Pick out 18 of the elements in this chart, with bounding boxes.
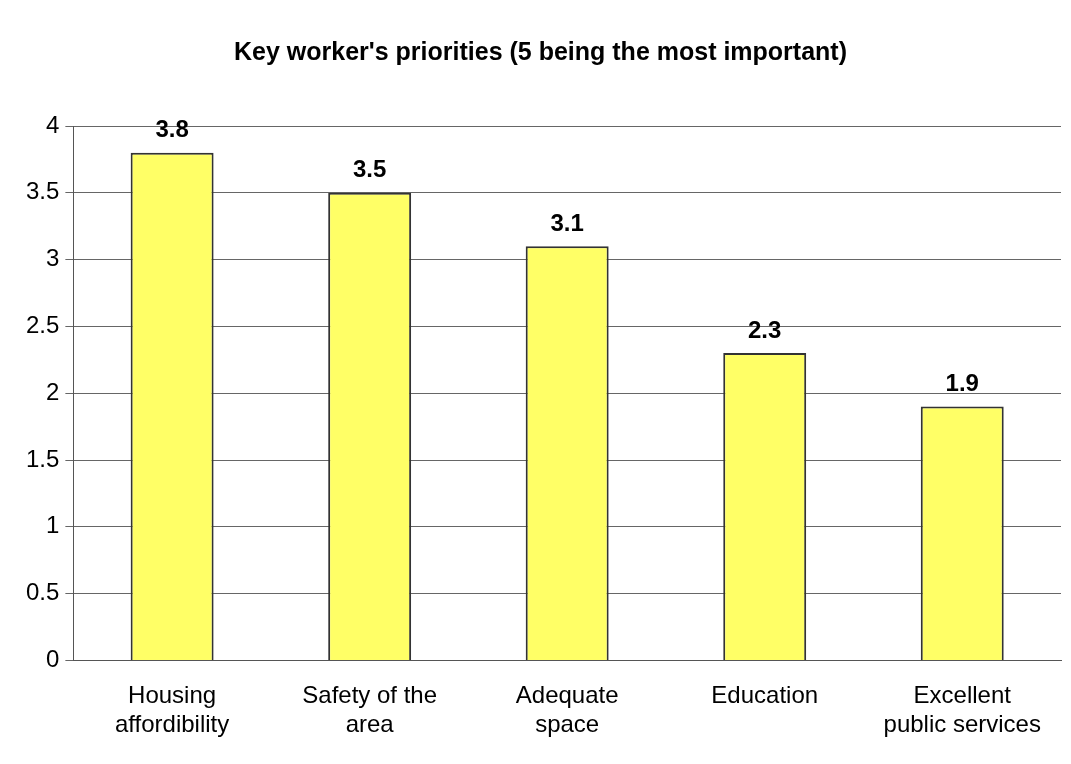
y-tick-label: 2 <box>46 377 60 405</box>
y-tick-label: 1.5 <box>25 444 60 472</box>
x-tick-label: Housing affordibility <box>114 681 230 738</box>
y-tick-label: 3.5 <box>25 177 60 205</box>
y-tick-label: 3 <box>46 244 60 272</box>
data-label: 1.9 <box>945 369 979 397</box>
y-tick-label: 1 <box>46 511 60 539</box>
x-tick-label: Adequate space <box>515 681 619 738</box>
y-tick-label: 0 <box>46 645 60 673</box>
chart-title: Key worker's priorities (5 being the most important) <box>233 36 848 65</box>
data-label: 3.5 <box>352 155 387 183</box>
y-tick-label: 2.5 <box>25 311 60 339</box>
y-tick-label: 0.5 <box>25 578 60 606</box>
x-tick-label: Education <box>711 681 819 709</box>
y-tick-label: 4 <box>46 110 60 138</box>
x-tick-label: Safety of the area <box>302 681 438 738</box>
data-label: 3.1 <box>550 208 584 236</box>
x-tick-label: Excellent public services <box>883 681 1041 738</box>
